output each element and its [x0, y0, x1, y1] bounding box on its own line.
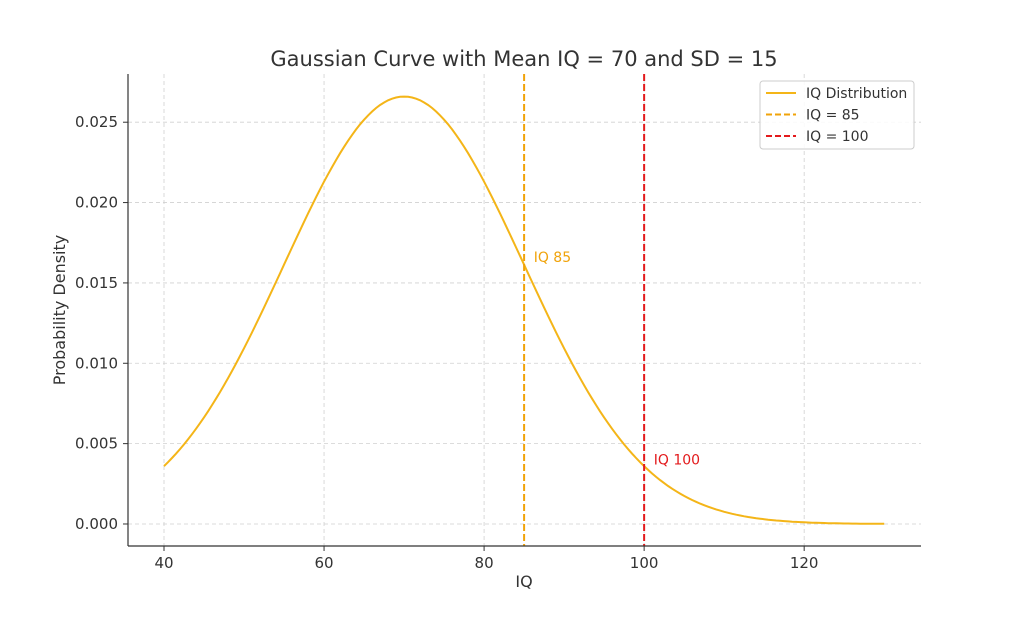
y-axis-label: Probability Density [50, 235, 69, 386]
x-tick-label: 80 [475, 554, 494, 572]
marks: IQ 85 IQ 100 [163, 74, 885, 546]
x-axis-label: IQ [515, 572, 532, 591]
x-tick-label: 100 [630, 554, 659, 572]
y-tick-label: 0.010 [75, 354, 118, 372]
chart-title: Gaussian Curve with Mean IQ = 70 and SD … [270, 47, 777, 71]
y-tick-label: 0.000 [75, 515, 118, 533]
x-tick-label: 120 [790, 554, 819, 572]
annotation-label: IQ 100 [654, 453, 700, 469]
y-tick-label: 0.020 [75, 194, 118, 212]
axes: 40 60 80 100 120 0.000 0.005 0.010 0.015 0.020 0.0… [75, 74, 921, 572]
legend-label: IQ = 85 [806, 108, 860, 124]
x-tick-label: 60 [315, 554, 334, 572]
legend-box [759, 80, 915, 150]
legend-label: IQ = 100 [806, 129, 869, 145]
y-tick-label: 0.025 [75, 113, 118, 131]
y-tick-label: 0.005 [75, 435, 118, 453]
y-tick-label: 0.015 [75, 274, 118, 292]
legend: IQ Distribution IQ = 85 IQ = 100 [759, 80, 915, 150]
x-tick-label: 40 [154, 554, 173, 572]
annotation-label: IQ 85 [534, 250, 571, 266]
legend-label: IQ Distribution [806, 86, 907, 102]
